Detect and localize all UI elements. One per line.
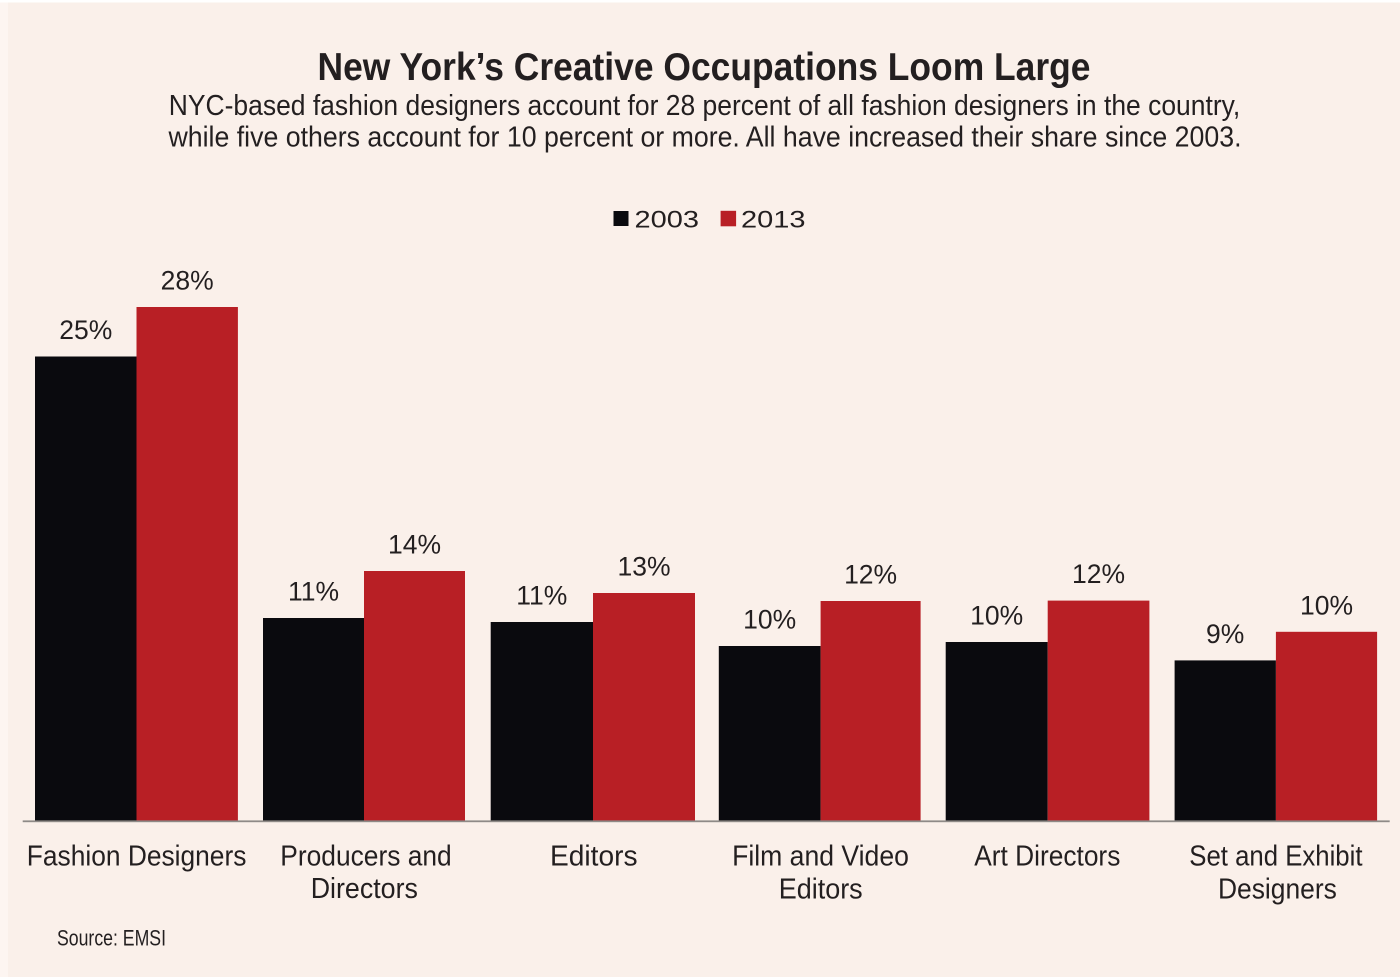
svg-text:Source: EMSI: Source: EMSI xyxy=(57,926,166,951)
svg-text:Set and Exhibit: Set and Exhibit xyxy=(1189,841,1362,873)
svg-text:Film and Video: Film and Video xyxy=(732,841,909,873)
svg-text:Editors: Editors xyxy=(550,841,638,873)
svg-text:Directors: Directors xyxy=(311,873,418,905)
svg-text:New York’s Creative Occupation: New York’s Creative Occupations Loom Lar… xyxy=(318,46,1091,89)
svg-text:11%: 11% xyxy=(288,577,339,607)
svg-text:2003: 2003 xyxy=(635,207,700,234)
svg-text:13%: 13% xyxy=(617,552,670,582)
svg-text:10%: 10% xyxy=(743,605,796,635)
svg-text:Editors: Editors xyxy=(779,874,863,906)
svg-text:11%: 11% xyxy=(516,581,567,611)
svg-text:NYC-based fashion designers ac: NYC-based fashion designers account for … xyxy=(169,90,1241,122)
svg-text:Designers: Designers xyxy=(1218,874,1337,906)
svg-text:Art Directors: Art Directors xyxy=(974,841,1120,873)
svg-text:while five others account for: while five others account for 10 percent… xyxy=(168,121,1242,153)
svg-text:Producers and: Producers and xyxy=(280,841,451,873)
svg-text:10%: 10% xyxy=(970,601,1023,631)
svg-text:Fashion Designers: Fashion Designers xyxy=(27,841,247,873)
svg-text:12%: 12% xyxy=(844,560,897,590)
svg-text:14%: 14% xyxy=(388,530,441,560)
svg-text:12%: 12% xyxy=(1072,559,1125,589)
svg-text:9%: 9% xyxy=(1206,619,1244,649)
svg-text:2013: 2013 xyxy=(741,207,806,234)
svg-text:25%: 25% xyxy=(59,315,112,345)
svg-text:28%: 28% xyxy=(161,266,214,296)
svg-text:10%: 10% xyxy=(1300,590,1353,620)
